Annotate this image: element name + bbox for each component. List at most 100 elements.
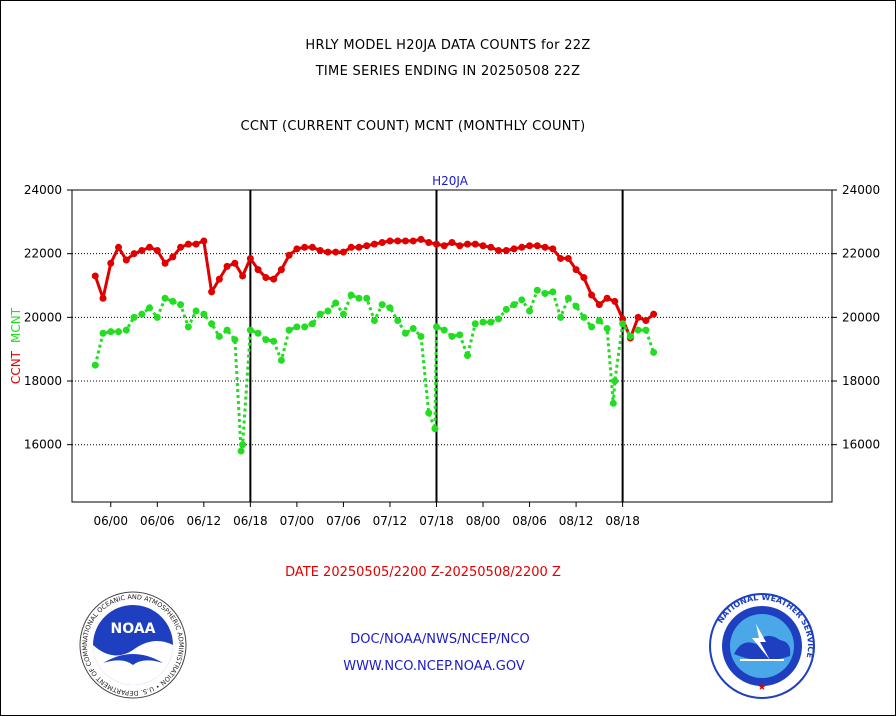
data-point-mcnt [316,310,324,318]
data-point-ccnt [192,240,200,248]
plot-title: H20JA [432,174,469,188]
grid-layer [72,190,832,502]
data-point-ccnt [595,301,603,309]
y-axis-label-ccnt: CCNT [9,350,23,384]
data-point-mcnt [262,336,270,344]
date-range-label: DATE 20250505/2200 Z-20250508/2200 Z [285,565,561,580]
data-point-ccnt [603,294,611,302]
data-point-ccnt [308,243,316,251]
data-point-mcnt [487,318,495,326]
data-point-ccnt [130,250,138,258]
data-point-ccnt [177,243,185,251]
x-tick-label: 07/00 [280,514,315,528]
x-tick-label: 06/18 [233,514,268,528]
axes-layer: 16000 16000 18000 18000 20000 20000 22000 22000… [24,183,880,528]
data-point-ccnt [138,246,146,254]
nws-star-icon: ★ [758,682,767,693]
data-point-ccnt [526,242,534,250]
x-tick-label: 08/12 [559,514,594,528]
chart-title-line2: TIME SERIES ENDING IN 20250508 22Z [315,64,581,79]
x-tick-label: 07/06 [326,514,361,528]
x-tick-label: 08/00 [466,514,501,528]
data-point-mcnt [192,307,200,315]
data-point-ccnt [479,242,487,250]
data-point-ccnt [239,272,247,280]
data-point-ccnt [146,243,154,251]
data-point-ccnt [471,240,479,248]
data-point-mcnt [138,310,146,318]
data-point-mcnt [611,377,619,385]
data-point-mcnt [115,328,123,336]
x-tick-label: 07/18 [419,514,454,528]
data-point-mcnt [588,323,596,331]
data-point-ccnt [355,243,363,251]
data-point-ccnt [417,235,425,243]
data-point-ccnt [518,243,526,251]
y-tick-label-right: 16000 [842,438,880,452]
data-point-mcnt [223,326,231,334]
data-point-mcnt [510,301,518,309]
data-point-ccnt [502,246,510,254]
data-point-ccnt [549,245,557,253]
data-point-ccnt [401,237,409,245]
data-point-ccnt [316,246,324,254]
data-point-ccnt [564,254,572,262]
data-point-ccnt [611,297,619,305]
plot-area-border [71,189,833,503]
data-point-mcnt [448,332,456,340]
data-point-mcnt [572,302,580,310]
data-point-mcnt [409,324,417,332]
data-point-mcnt [215,332,223,340]
y-tick-label-right: 24000 [842,183,880,197]
data-point-ccnt [339,248,347,256]
data-point-mcnt [619,320,627,328]
data-point-mcnt [401,329,409,337]
data-point-mcnt [200,310,208,318]
data-point-mcnt [270,337,278,345]
data-point-ccnt [557,254,565,262]
y-axis-label-text: CCNT MCNT [9,307,23,384]
data-point-mcnt [549,288,557,296]
data-point-ccnt [270,275,278,283]
data-point-ccnt [394,237,402,245]
data-point-mcnt [301,323,309,331]
series-layer [91,235,658,455]
data-point-mcnt [626,332,634,340]
data-point-ccnt [464,240,472,248]
data-point-mcnt [479,318,487,326]
data-point-mcnt [642,326,650,334]
data-point-ccnt [370,240,378,248]
website-link[interactable]: WWW.NCO.NCEP.NOAA.GOV [343,659,525,674]
data-point-ccnt [277,266,285,274]
y-axis-label-mcnt: MCNT [9,307,23,343]
data-point-mcnt [386,304,394,312]
data-point-ccnt [425,239,433,247]
data-point-mcnt [471,320,479,328]
chart-subtitle: CCNT (CURRENT COUNT) MCNT (MONTHLY COUNT… [240,119,586,134]
data-point-mcnt [208,320,216,328]
data-point-mcnt [122,326,130,334]
y-tick-label-right: 22000 [842,247,880,261]
data-point-mcnt [324,307,332,315]
data-point-ccnt [332,248,340,256]
x-tick-label: 08/06 [512,514,547,528]
data-point-mcnt [378,301,386,309]
data-point-mcnt [541,289,549,297]
data-point-ccnt [115,243,123,251]
data-point-mcnt [169,297,177,305]
data-point-mcnt [394,317,402,325]
y-tick-label-right: 18000 [842,374,880,388]
data-point-ccnt [293,245,301,253]
data-point-mcnt [370,317,378,325]
data-point-ccnt [324,248,332,256]
data-point-mcnt [609,399,617,407]
noaa-logo: NOAA NATIONAL OCEANIC AND ATMOSPHERIC AD… [79,591,187,699]
series-ccnt [91,235,658,342]
data-point-mcnt [355,294,363,302]
data-point-ccnt [650,310,658,318]
data-point-mcnt [146,304,154,312]
data-point-mcnt [417,332,425,340]
data-point-ccnt [448,239,456,247]
data-point-mcnt [502,305,510,313]
data-point-mcnt [107,328,115,336]
